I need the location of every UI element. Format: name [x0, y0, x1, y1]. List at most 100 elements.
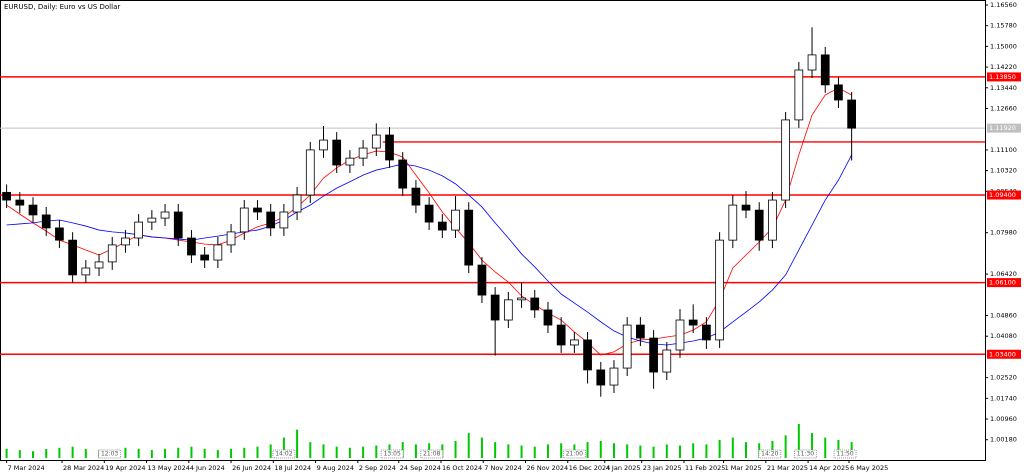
candle-body: [134, 221, 144, 239]
y-tick-label: 1.01740: [990, 394, 1017, 402]
x-tick-label: 2 Sep 2024: [359, 464, 396, 472]
x-tick-label: 16 Oct 2024: [442, 464, 482, 472]
candle-body: [266, 211, 276, 229]
candle-body: [160, 211, 170, 219]
event-label: 11:30: [797, 451, 814, 458]
level-label: 1.09400: [989, 191, 1016, 199]
x-tick-label: 9 Aug 2024: [317, 464, 355, 472]
candle-body: [517, 297, 526, 301]
candle-body: [477, 264, 487, 296]
candle-body: [173, 211, 183, 239]
event-label: 21:00: [566, 451, 583, 458]
candle-body: [332, 139, 342, 166]
x-tick-label: 24 Sep 2024: [400, 464, 441, 472]
candle-body: [609, 367, 619, 386]
level-label: 1.13850: [989, 73, 1016, 81]
candle-body: [530, 297, 540, 311]
candle-body: [424, 204, 434, 223]
x-tick-label: 21 Mar 2025: [767, 464, 808, 472]
candle-body: [662, 349, 672, 373]
x-tick-label: 4 Jun 2024: [190, 464, 225, 472]
y-tick-label: 1.13440: [990, 84, 1017, 92]
candle-body: [503, 299, 513, 321]
candle-body: [292, 194, 302, 213]
candle-body: [490, 294, 500, 321]
level-label-bg: [987, 278, 1021, 288]
x-tick-label: 26 Jun 2024: [232, 464, 271, 472]
candle-body: [55, 227, 64, 241]
candle-body: [319, 139, 328, 151]
candle-body: [15, 199, 25, 206]
candle-body: [636, 324, 645, 339]
current-price-label: 1.11920: [989, 124, 1016, 132]
y-tick-label: 1.16560: [990, 1, 1017, 9]
x-tick-label: 26 Nov 2024: [527, 464, 569, 472]
event-marker: [380, 449, 404, 459]
candle-body: [847, 99, 857, 129]
candle-body: [398, 159, 408, 189]
candle-body: [28, 204, 38, 216]
candle-body: [649, 337, 658, 373]
candle-body: [41, 214, 51, 229]
y-tick-label: 1.04080: [990, 332, 1017, 340]
candle-body: [239, 207, 249, 233]
x-tick-label: 19 Apr 2024: [105, 464, 145, 472]
candle-body: [107, 244, 117, 263]
level-label-bg: [987, 190, 1021, 200]
y-tick-label: 1.07980: [990, 229, 1017, 237]
candle-body: [728, 204, 738, 241]
y-tick-label: 1.14220: [990, 63, 1017, 71]
candle-body: [187, 237, 196, 256]
x-tick-label: 18 Jul 2024: [274, 464, 311, 472]
event-label: 14:02: [275, 451, 292, 458]
candle-body: [226, 231, 236, 246]
candle-body: [820, 54, 830, 86]
x-tick-label: 6 May 2025: [850, 464, 888, 472]
y-tick-label: 1.12660: [990, 104, 1017, 112]
candle-body: [702, 324, 711, 341]
candle-body: [253, 207, 262, 213]
y-tick-label: 1.02520: [990, 374, 1017, 382]
x-tick-label: 7 Mar 2024: [8, 464, 45, 472]
candle-body: [371, 134, 381, 149]
candle-body: [834, 84, 843, 101]
level-label: 1.06100: [989, 279, 1016, 287]
candle-body: [464, 209, 474, 266]
candle-body: [781, 119, 790, 201]
candle-body: [94, 261, 104, 269]
y-tick-label: 1.04860: [990, 312, 1017, 320]
x-tick-label: 11 Feb 2025: [685, 464, 725, 472]
candle-body: [213, 244, 223, 261]
y-tick-label: 1.06420: [990, 270, 1017, 278]
x-tick-label: 16 Dec 2024: [569, 464, 611, 472]
candle-body: [411, 187, 421, 206]
candle-body: [305, 149, 315, 196]
y-tick-label: 1.00180: [990, 436, 1017, 444]
event-marker: [758, 449, 782, 459]
candle-body: [2, 191, 11, 201]
candle-body: [688, 319, 698, 326]
y-tick-label: 1.10320: [990, 167, 1017, 175]
chart-title: EURUSD, Daily: Euro vs US Dollar: [4, 3, 120, 11]
event-label: 13:05: [384, 451, 401, 458]
x-tick-label: 4 Jan 2025: [606, 464, 641, 472]
x-tick-label: 23 Jan 2025: [643, 464, 682, 472]
candle-body: [768, 199, 777, 241]
candle-body: [583, 339, 592, 371]
candle-body: [279, 211, 289, 229]
candle-body: [596, 369, 606, 386]
level-label-bg: [987, 72, 1021, 82]
x-tick-label: 1 Mar 2025: [725, 464, 762, 472]
event-label: 14:20: [761, 451, 778, 458]
event-marker: [272, 449, 296, 459]
level-label-bg: [987, 349, 1021, 359]
x-tick-label: 7 Nov 2024: [484, 464, 522, 472]
event-marker: [793, 449, 817, 459]
y-tick-label: 1.15000: [990, 42, 1017, 50]
candle-body: [385, 134, 394, 161]
candle-body: [715, 239, 724, 341]
candle-body: [451, 209, 460, 231]
event-label: 12:03: [101, 451, 118, 458]
candle-body: [807, 54, 817, 71]
